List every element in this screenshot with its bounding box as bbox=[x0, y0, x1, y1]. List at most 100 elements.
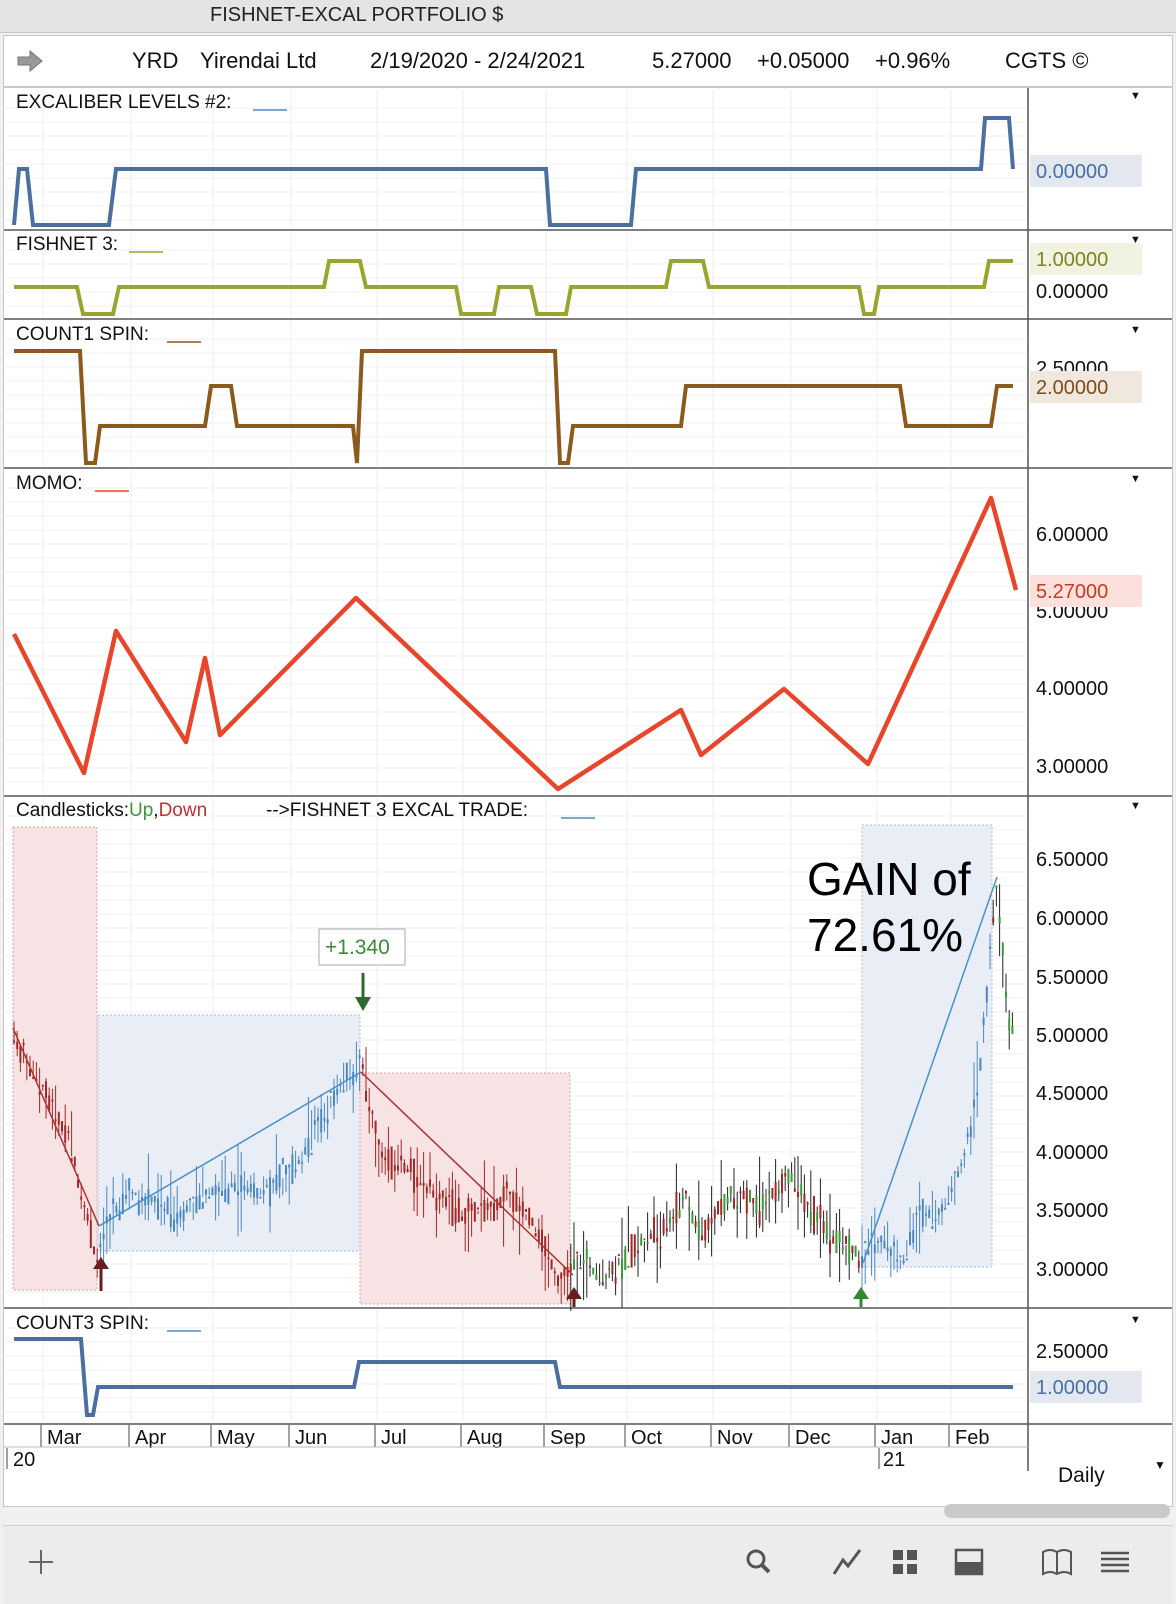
chart-line-icon[interactable] bbox=[829, 1544, 865, 1580]
candle-body bbox=[566, 1267, 569, 1277]
candle-body bbox=[419, 1183, 422, 1186]
arrow-right-icon[interactable] bbox=[16, 49, 44, 73]
candle-body bbox=[310, 1152, 313, 1156]
candle-body bbox=[576, 1251, 579, 1254]
candle-body bbox=[995, 885, 998, 889]
candle-body bbox=[355, 1075, 358, 1078]
candle-body bbox=[953, 1171, 956, 1174]
trade-line-short bbox=[12, 1027, 100, 1227]
candle-body bbox=[400, 1155, 403, 1161]
candle-body bbox=[166, 1197, 169, 1215]
candle-body bbox=[614, 1277, 617, 1284]
candle-body bbox=[403, 1162, 406, 1172]
candle-body bbox=[800, 1184, 803, 1196]
candle-body bbox=[22, 1042, 25, 1045]
candle-body bbox=[441, 1190, 444, 1198]
candle-body bbox=[265, 1184, 268, 1187]
candle-body bbox=[451, 1189, 454, 1226]
candle-body bbox=[86, 1214, 89, 1221]
count3-tick: 2.50000 bbox=[1036, 1341, 1108, 1363]
book-icon[interactable] bbox=[1039, 1544, 1075, 1580]
candle-body bbox=[819, 1204, 822, 1219]
candle-body bbox=[685, 1190, 687, 1194]
trade-gain-label: +1.340 bbox=[325, 936, 390, 959]
company-name: Yirendai Ltd bbox=[200, 48, 317, 73]
candle-body bbox=[185, 1205, 188, 1212]
candle-body bbox=[169, 1214, 172, 1227]
candle-body bbox=[313, 1119, 316, 1125]
horizontal-scrollbar[interactable] bbox=[944, 1504, 1170, 1518]
candle-body bbox=[646, 1241, 649, 1244]
count3-line bbox=[14, 1337, 1013, 1417]
candle-body bbox=[409, 1158, 412, 1172]
count1-menu-caret[interactable]: ▼ bbox=[1130, 324, 1141, 336]
candle-body bbox=[867, 1250, 870, 1256]
candle-body bbox=[624, 1249, 627, 1271]
candle-body bbox=[723, 1194, 726, 1215]
candle-body bbox=[848, 1235, 851, 1265]
candle-body bbox=[547, 1257, 550, 1260]
candle-body bbox=[592, 1267, 595, 1275]
chart-area[interactable]: EXCALIBER LEVELS #2: 0.00000 ▼ FISHNET 3… bbox=[3, 87, 1173, 1507]
candle-body bbox=[889, 1248, 892, 1256]
candle-body bbox=[1008, 1018, 1011, 1031]
candle-body bbox=[950, 1187, 953, 1192]
momo-label: MOMO: bbox=[16, 473, 83, 494]
candle-body bbox=[163, 1208, 166, 1211]
candle-body bbox=[70, 1157, 73, 1163]
candle-body bbox=[217, 1187, 220, 1192]
momo-line bbox=[11, 495, 1019, 792]
candle-body bbox=[422, 1182, 425, 1187]
excal-label: EXCALIBER LEVELS #2: bbox=[16, 92, 231, 113]
candle-body bbox=[787, 1168, 790, 1184]
search-icon[interactable] bbox=[741, 1544, 777, 1580]
month-label: May bbox=[217, 1427, 255, 1449]
period-select[interactable]: Daily bbox=[1058, 1464, 1105, 1487]
candle-body bbox=[67, 1130, 70, 1133]
candle-body bbox=[521, 1201, 524, 1217]
candle-body bbox=[246, 1188, 249, 1193]
candle-body bbox=[134, 1192, 137, 1195]
candle-body bbox=[387, 1149, 390, 1171]
candle-body bbox=[579, 1267, 582, 1270]
candle-body bbox=[470, 1203, 473, 1211]
bottom-toolbar bbox=[3, 1525, 1173, 1604]
candle-body bbox=[880, 1235, 883, 1243]
trade-zone-short-2 bbox=[359, 1072, 571, 1305]
candle-body bbox=[381, 1151, 383, 1158]
candle-body bbox=[121, 1194, 124, 1215]
candle-body bbox=[307, 1137, 310, 1157]
candle-body bbox=[585, 1249, 588, 1260]
candle-body bbox=[809, 1212, 812, 1225]
candles-menu-caret[interactable]: ▼ bbox=[1130, 800, 1141, 812]
candle-body bbox=[157, 1198, 159, 1220]
excal-menu-caret[interactable]: ▼ bbox=[1130, 90, 1141, 102]
grid-icon[interactable] bbox=[887, 1544, 923, 1580]
candle-body bbox=[406, 1169, 409, 1173]
candle-body bbox=[51, 1099, 54, 1102]
momo-menu-caret[interactable]: ▼ bbox=[1130, 473, 1141, 485]
candle-body bbox=[390, 1146, 393, 1180]
candle-body bbox=[582, 1259, 585, 1264]
fishnet-menu-caret[interactable]: ▼ bbox=[1130, 234, 1141, 246]
candle-body bbox=[230, 1183, 233, 1188]
chevron-down-icon[interactable]: ▼ bbox=[1154, 1458, 1166, 1472]
candle-body bbox=[771, 1187, 774, 1198]
count3-menu-caret[interactable]: ▼ bbox=[1130, 1314, 1141, 1326]
candle-body bbox=[691, 1212, 694, 1224]
candle-body bbox=[32, 1077, 35, 1080]
candle-body bbox=[944, 1207, 947, 1210]
candle-body bbox=[461, 1216, 463, 1221]
menu-icon[interactable] bbox=[1097, 1544, 1133, 1580]
window-title: FISHNET-EXCAL PORTFOLIO $ bbox=[210, 4, 504, 26]
candle-body bbox=[1005, 991, 1007, 998]
candle-body bbox=[845, 1236, 847, 1244]
candle-body bbox=[16, 1042, 19, 1049]
candle-body bbox=[541, 1229, 543, 1252]
candle-body bbox=[288, 1164, 291, 1168]
panel-icon[interactable] bbox=[951, 1544, 987, 1580]
candle-body bbox=[301, 1161, 303, 1164]
candle-body bbox=[569, 1264, 572, 1272]
plus-icon[interactable] bbox=[23, 1544, 59, 1580]
price-tick-500: 5.00000 bbox=[1036, 1025, 1108, 1047]
